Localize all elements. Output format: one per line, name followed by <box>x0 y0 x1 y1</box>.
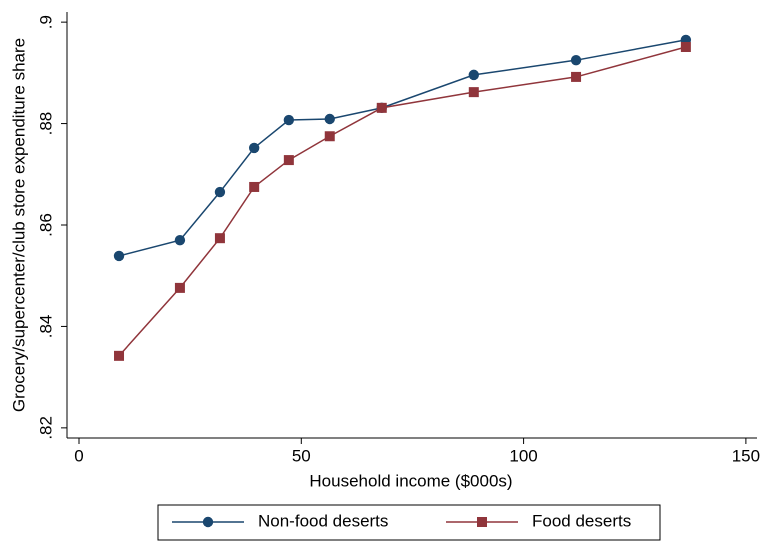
series-line <box>118 46 687 357</box>
x-tick-label: 0 <box>74 446 83 465</box>
y-tick-label: .82 <box>36 416 55 440</box>
marker <box>324 131 335 142</box>
legend-marker <box>477 517 487 527</box>
marker <box>114 350 125 361</box>
marker <box>283 155 294 166</box>
series-line <box>118 39 687 257</box>
y-tick-label: .84 <box>36 315 55 339</box>
marker <box>214 233 225 244</box>
marker <box>249 181 260 192</box>
marker <box>680 41 691 52</box>
y-tick-label: .9 <box>36 15 55 29</box>
marker <box>283 114 295 126</box>
legend-label: Food deserts <box>532 511 631 530</box>
x-axis-label: Household income ($000s) <box>309 471 512 490</box>
marker <box>571 71 582 82</box>
marker <box>468 87 479 98</box>
y-tick-label: .86 <box>36 213 55 237</box>
marker <box>248 142 260 154</box>
marker <box>468 69 479 81</box>
marker <box>174 235 186 246</box>
y-tick-label: .88 <box>36 112 55 136</box>
x-tick-label: 150 <box>732 446 760 465</box>
marker <box>376 102 387 113</box>
marker <box>174 282 185 293</box>
marker <box>214 186 226 198</box>
y-axis-label: Grocery/supercenter/club store expenditu… <box>9 38 28 412</box>
marker <box>113 250 125 262</box>
legend-label: Non-food deserts <box>258 511 388 530</box>
marker <box>570 54 582 66</box>
x-tick-label: 100 <box>509 446 537 465</box>
x-tick-label: 50 <box>292 446 311 465</box>
marker <box>324 113 335 125</box>
legend-marker <box>202 516 214 528</box>
